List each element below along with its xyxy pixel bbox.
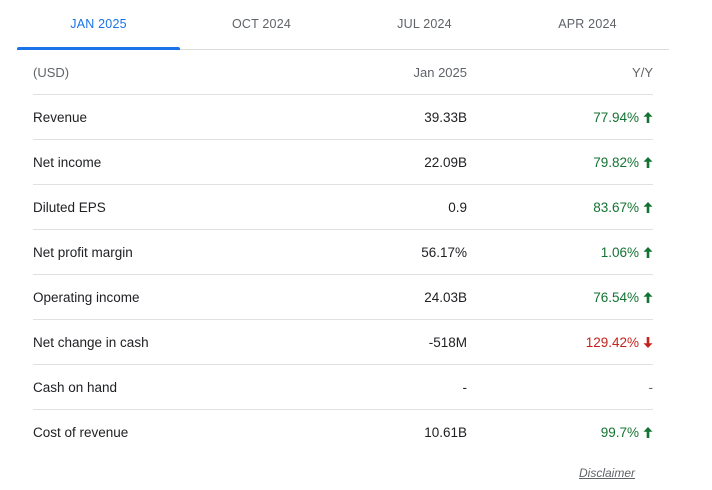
metric-label: Net income	[33, 154, 102, 170]
metric-yoy: 1.06%	[467, 245, 653, 260]
metric-yoy: 99.7%	[467, 425, 653, 440]
metric-value: 10.61B	[424, 425, 467, 440]
tab-oct-2024[interactable]: OCT 2024	[231, 16, 292, 31]
metric-label: Operating income	[33, 289, 140, 305]
metric-value: 39.33B	[424, 109, 467, 125]
metric-label: Cash on hand	[33, 379, 118, 395]
currency-header: (USD)	[33, 64, 70, 80]
metric-label: Net profit margin	[33, 244, 133, 260]
metric-value: -518M	[428, 334, 467, 350]
yoy-change: 77.94%	[593, 109, 639, 125]
metric-label: Net change in cash	[33, 334, 149, 350]
arrow-down-icon	[643, 336, 653, 348]
yoy-change: 129.42%	[585, 334, 639, 350]
table-header-row: (USD) Jan 2025 Y/Y	[33, 50, 653, 95]
yoy-header-label: Y/Y	[632, 64, 653, 80]
arrow-up-icon	[643, 201, 653, 213]
yoy-header: Y/Y	[467, 65, 653, 80]
period-tabs: JAN 2025 OCT 2024 JUL 2024 APR 2024	[17, 0, 669, 50]
table-row: Revenue 39.33B 77.94%	[33, 95, 653, 140]
arrow-up-icon	[643, 156, 653, 168]
yoy-change: -	[648, 379, 654, 395]
metric-value: 24.03B	[424, 289, 467, 305]
metric-yoy: 129.42%	[467, 335, 653, 350]
yoy-change: 99.7%	[600, 425, 639, 440]
table-row: Cost of revenue 10.61B 99.7%	[33, 410, 653, 455]
metric-label: Revenue	[33, 109, 88, 125]
metric-value: 56.17%	[421, 244, 467, 260]
yoy-change: 76.54%	[593, 289, 639, 305]
metric-yoy: 76.54%	[467, 290, 653, 305]
arrow-up-icon	[643, 246, 653, 258]
period-header: Jan 2025	[413, 64, 468, 80]
yoy-change: 79.82%	[593, 154, 639, 170]
table-row: Net income 22.09B 79.82%	[33, 140, 653, 185]
metric-value: 22.09B	[424, 154, 467, 170]
financials-table: (USD) Jan 2025 Y/Y Revenue 39.33B 77.94% Ne…	[33, 50, 653, 455]
table-row: Net profit margin 56.17% 1.06%	[33, 230, 653, 275]
metric-value: 0.9	[448, 199, 467, 215]
metric-yoy: 83.67%	[467, 200, 653, 215]
metric-yoy: 79.82%	[467, 155, 653, 170]
disclaimer-link[interactable]: Disclaimer	[579, 466, 636, 480]
arrow-up-icon	[643, 427, 653, 438]
tab-apr-2024[interactable]: APR 2024	[558, 16, 617, 31]
metric-label: Diluted EPS	[33, 199, 106, 215]
arrow-up-icon	[643, 111, 653, 123]
yoy-change: 1.06%	[600, 244, 639, 260]
tab-jan-2025[interactable]: JAN 2025	[17, 0, 180, 50]
yoy-change: 83.67%	[593, 199, 639, 215]
table-row: Operating income 24.03B 76.54%	[33, 275, 653, 320]
metric-yoy: 77.94%	[467, 110, 653, 125]
tab-jul-2024[interactable]: JUL 2024	[397, 16, 452, 31]
metric-label: Cost of revenue	[33, 425, 129, 440]
metric-yoy: -	[467, 379, 654, 395]
metric-value: -	[462, 379, 468, 395]
table-row: Cash on hand - -	[33, 365, 653, 410]
table-row: Net change in cash -518M 129.42%	[33, 320, 653, 365]
arrow-up-icon	[643, 291, 653, 303]
table-row: Diluted EPS 0.9 83.67%	[33, 185, 653, 230]
